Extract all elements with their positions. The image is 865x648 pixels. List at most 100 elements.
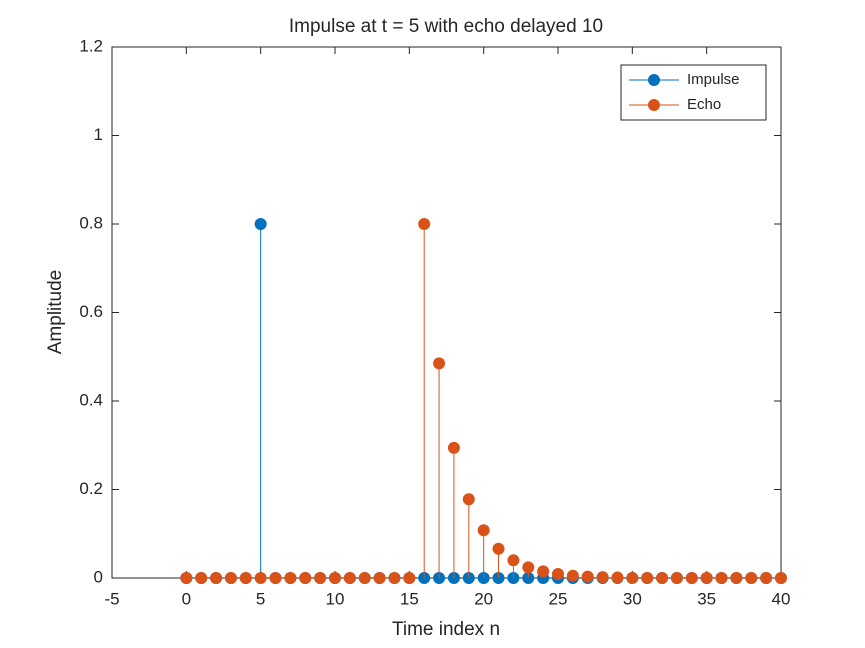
x-tick-label: -5 xyxy=(104,589,119,608)
stem-marker xyxy=(641,572,654,584)
stem xyxy=(299,572,312,584)
y-tick-label: 0.2 xyxy=(79,479,103,498)
stem xyxy=(180,572,193,584)
stem-marker xyxy=(180,572,193,584)
stem-marker xyxy=(433,357,446,370)
stem xyxy=(210,572,223,584)
stem-marker xyxy=(373,572,386,584)
stem xyxy=(537,565,550,578)
stem xyxy=(760,572,773,584)
stem-marker xyxy=(626,572,639,584)
stem xyxy=(343,572,356,584)
legend: Impulse Echo xyxy=(620,64,767,121)
stem-marker xyxy=(611,571,624,584)
y-tick-label: 0 xyxy=(94,567,103,586)
stem xyxy=(775,572,787,584)
x-tick-label: 15 xyxy=(400,589,419,608)
stem-marker xyxy=(552,568,564,581)
chart-title: Impulse at t = 5 with echo delayed 10 xyxy=(289,16,603,37)
x-axis-label: Time index n xyxy=(392,619,500,640)
stem xyxy=(447,441,460,578)
stem xyxy=(522,561,535,578)
x-tick-label: 5 xyxy=(256,589,265,608)
stem xyxy=(433,357,446,578)
legend-label: Impulse xyxy=(687,71,740,88)
stem-marker xyxy=(254,572,267,584)
stem-marker xyxy=(507,554,520,567)
stem-marker xyxy=(566,569,579,582)
stem xyxy=(626,572,639,584)
legend-marker xyxy=(648,74,660,86)
stem-marker xyxy=(254,218,267,230)
stem xyxy=(224,572,237,584)
stem xyxy=(715,572,728,584)
stem-marker xyxy=(596,571,609,584)
stem-marker xyxy=(522,561,535,574)
stem xyxy=(284,572,297,584)
stem xyxy=(492,542,505,578)
stem xyxy=(670,572,683,584)
stem xyxy=(418,218,431,578)
stem xyxy=(507,554,520,578)
legend-label: Echo xyxy=(687,96,721,113)
stem-marker xyxy=(492,542,505,555)
stem xyxy=(685,572,698,584)
stem xyxy=(656,572,669,584)
stem-marker xyxy=(343,572,356,584)
stem xyxy=(477,524,490,578)
y-axis-label: Amplitude xyxy=(45,270,66,355)
stem-marker xyxy=(477,524,490,537)
stem xyxy=(269,572,282,584)
stem xyxy=(254,572,267,584)
stem-marker xyxy=(775,572,787,584)
stem xyxy=(611,571,624,584)
stem xyxy=(254,218,267,578)
stem-marker xyxy=(656,572,669,584)
stem xyxy=(596,571,609,584)
stem-marker xyxy=(284,572,297,584)
x-tick-label: 30 xyxy=(623,589,642,608)
stem-marker xyxy=(314,572,327,584)
legend-marker xyxy=(648,99,660,111)
stem-marker xyxy=(418,218,431,230)
x-tick-label: 35 xyxy=(697,589,716,608)
x-tick-label: 40 xyxy=(772,589,791,608)
y-tick-label: 1 xyxy=(94,125,103,144)
stem xyxy=(745,572,758,584)
stem-marker xyxy=(685,572,698,584)
stem-marker xyxy=(329,572,341,584)
stem-marker xyxy=(388,572,401,584)
x-tick-label: 0 xyxy=(182,589,191,608)
stem-marker xyxy=(760,572,773,584)
stem-marker xyxy=(210,572,223,584)
x-tick-label: 10 xyxy=(326,589,345,608)
x-tick-label: 20 xyxy=(474,589,493,608)
stem-marker xyxy=(403,572,416,584)
stem-marker xyxy=(462,493,475,506)
stem xyxy=(388,572,401,584)
stem-marker xyxy=(537,565,550,578)
x-tick-label: 25 xyxy=(549,589,568,608)
stem-marker xyxy=(358,572,371,584)
stem-marker xyxy=(299,572,312,584)
y-tick-label: 0.4 xyxy=(79,390,103,409)
stem-marker xyxy=(224,572,237,584)
stem xyxy=(730,572,743,584)
y-tick-label: 0.6 xyxy=(79,302,103,321)
stem-marker xyxy=(670,572,683,584)
stem xyxy=(314,572,327,584)
stem-marker xyxy=(745,572,758,584)
stem xyxy=(373,572,386,584)
stem-marker xyxy=(581,570,594,583)
stem xyxy=(581,570,594,583)
stem xyxy=(329,572,341,584)
y-tick-label: 0.8 xyxy=(79,213,103,232)
stem-marker xyxy=(730,572,743,584)
stem xyxy=(239,572,252,584)
stem xyxy=(403,572,416,584)
stem xyxy=(641,572,654,584)
legend-box xyxy=(620,64,767,121)
stem-marker xyxy=(715,572,728,584)
stem-marker xyxy=(239,572,252,584)
